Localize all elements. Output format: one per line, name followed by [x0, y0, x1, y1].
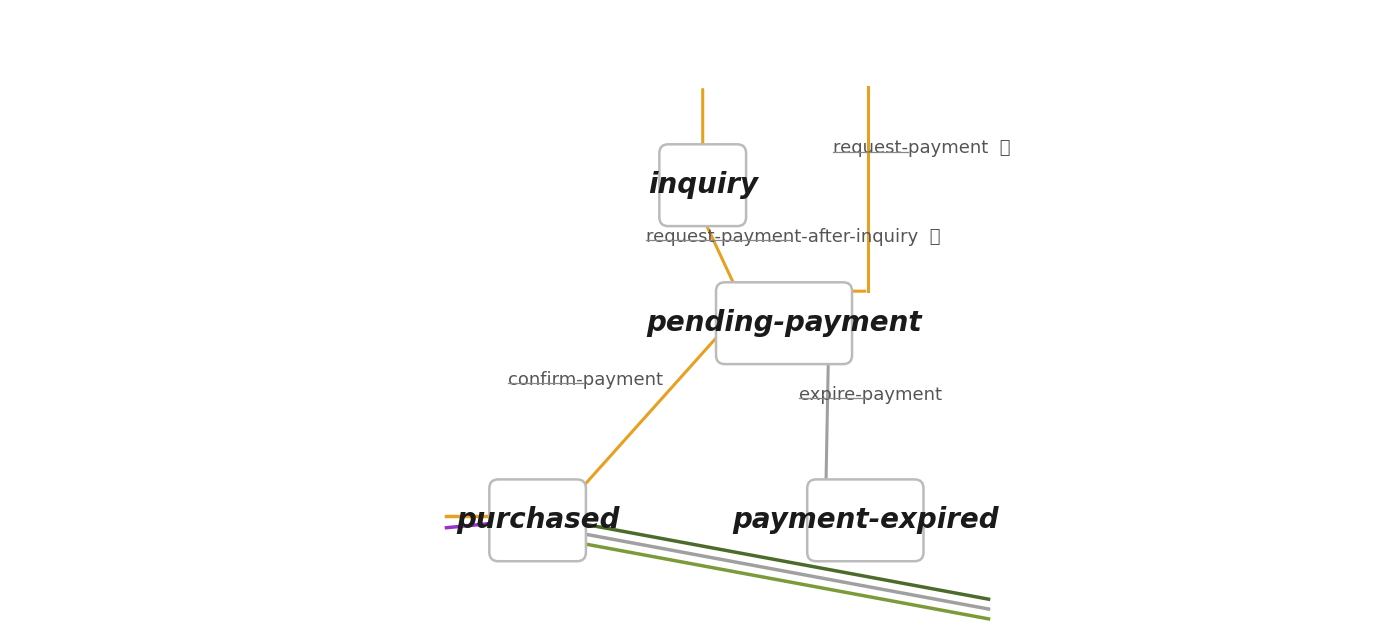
Text: request-payment-after-inquiry  ⚿: request-payment-after-inquiry ⚿ [645, 228, 941, 246]
Text: inquiry: inquiry [648, 172, 757, 199]
Text: payment-expired: payment-expired [732, 506, 998, 534]
FancyBboxPatch shape [490, 479, 587, 561]
Text: purchased: purchased [456, 506, 619, 534]
FancyBboxPatch shape [715, 282, 853, 364]
Text: confirm-payment: confirm-payment [508, 371, 664, 389]
Text: request-payment  ⚿: request-payment ⚿ [833, 140, 1011, 157]
Text: pending-payment: pending-payment [647, 309, 921, 337]
Text: expire-payment: expire-payment [799, 386, 942, 404]
FancyBboxPatch shape [659, 144, 746, 226]
FancyBboxPatch shape [808, 479, 924, 561]
